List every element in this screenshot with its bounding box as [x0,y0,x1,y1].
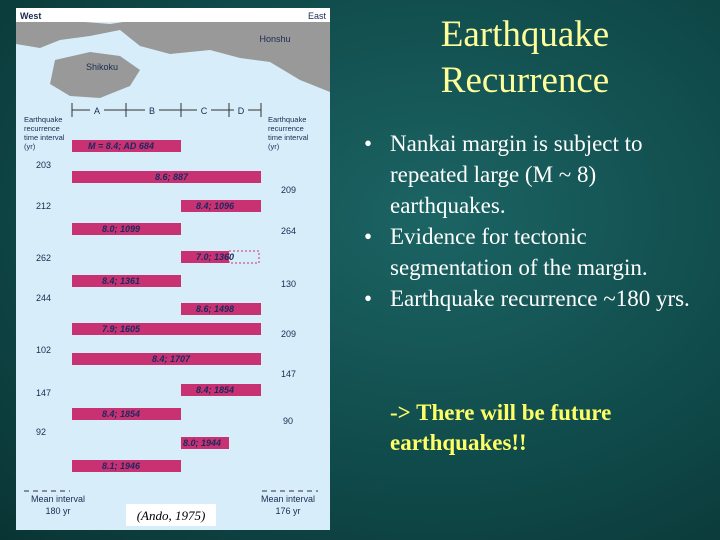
events: M = 8.4; AD 684 8.6; 887 8.4; 1096 8.0; … [72,140,261,472]
mean-right: 176 yr [275,506,300,516]
mean-left: Mean interval [31,494,85,504]
honshu-label: Honshu [259,34,290,44]
east-label: East [308,11,327,21]
svg-text:244: 244 [36,293,51,303]
svg-text:8.4; 1854: 8.4; 1854 [196,385,234,395]
svg-text:212: 212 [36,201,51,211]
mean-left: 180 yr [45,506,70,516]
svg-text:8.1; 1946: 8.1; 1946 [102,461,141,471]
svg-text:8.0; 1944: 8.0; 1944 [183,438,221,448]
svg-text:209: 209 [281,329,296,339]
citation-box [126,504,216,526]
svg-text:8.4; 1361: 8.4; 1361 [102,276,140,286]
bullet: Earthquake recurrence ~180 yrs. [364,283,704,314]
map-header [16,8,330,22]
svg-text:203: 203 [36,160,51,170]
bullet: Nankai margin is subject to repeated lar… [364,128,704,221]
segment-dividers [71,103,262,117]
title: Earthquake Recurrence [440,14,610,101]
svg-text:time interval: time interval [268,133,309,142]
right-intervals: 209 264 130 209 147 90 [281,185,296,426]
figure: West East Honshu Shikoku A B C D Earthqu… [16,8,330,530]
svg-text:8.4; 1096: 8.4; 1096 [196,201,235,211]
svg-text:102: 102 [36,345,51,355]
svg-text:130: 130 [281,279,296,289]
svg-text:7.9; 1605: 7.9; 1605 [102,324,141,334]
svg-text:90: 90 [283,416,293,426]
bullet: Evidence for tectonic segmentation of th… [364,221,704,283]
svg-text:8.4; 1707: 8.4; 1707 [152,354,191,364]
svg-text:(yr): (yr) [268,142,280,151]
right-header: Earthquake recurrence time interval (yr) [268,115,309,151]
left-header: Earthquake recurrence time interval (yr) [24,115,65,151]
svg-text:Earthquake: Earthquake [268,115,306,124]
shikoku-land [50,52,140,98]
svg-text:264: 264 [281,226,296,236]
segment-label: B [149,106,155,116]
svg-text:8.4; 1854: 8.4; 1854 [102,409,140,419]
svg-text:8.6; 887: 8.6; 887 [155,172,189,182]
svg-text:Earthquake: Earthquake [24,115,62,124]
svg-text:209: 209 [281,185,296,195]
segment-label: C [201,106,208,116]
svg-text:recurrence: recurrence [268,124,304,133]
svg-text:147: 147 [281,369,296,379]
segment-label: D [238,106,245,116]
mean-right: Mean interval [261,494,315,504]
citation: (Ando, 1975) [137,508,206,523]
left-intervals: 203 212 262 244 102 147 92 [36,160,51,437]
svg-text:(yr): (yr) [24,142,36,151]
west-label: West [20,11,41,21]
segment-label: A [94,106,100,116]
svg-text:7.0; 1360: 7.0; 1360 [196,252,234,262]
svg-text:recurrence: recurrence [24,124,60,133]
svg-text:time interval: time interval [24,133,65,142]
svg-text:8.0; 1099: 8.0; 1099 [102,224,140,234]
honshu-land [16,16,330,92]
shikoku-label: Shikoku [86,62,118,72]
svg-text:262: 262 [36,253,51,263]
svg-text:M = 8.4; AD 684: M = 8.4; AD 684 [88,141,154,151]
svg-text:92: 92 [36,427,46,437]
svg-text:8.6; 1498: 8.6; 1498 [196,304,234,314]
conclusion: -> There will be future earthquakes!! [390,400,612,455]
svg-text:147: 147 [36,388,51,398]
bullets: Nankai margin is subject to repeated lar… [364,128,704,314]
